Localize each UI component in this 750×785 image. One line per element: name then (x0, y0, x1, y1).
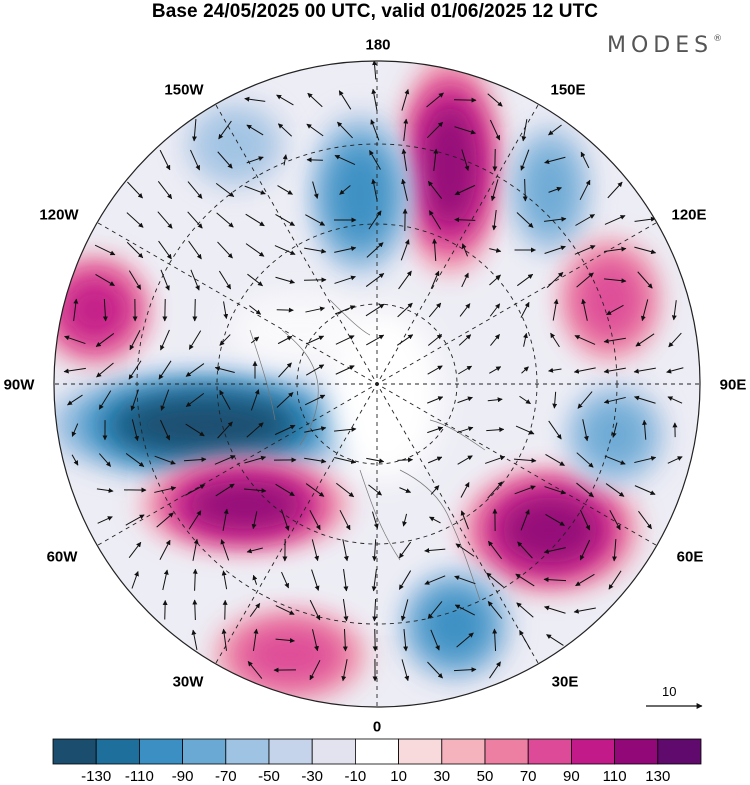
lon-label-60e: 60E (677, 549, 704, 566)
anomaly-positive-10 (213, 611, 367, 699)
anomaly-negative-11 (186, 103, 285, 187)
colorbar-swatch-10 (485, 739, 528, 764)
colorbar-label: -130 (81, 768, 111, 785)
colorbar-swatch-7 (355, 739, 398, 764)
colorbar-label: 110 (603, 768, 627, 785)
lon-label-120w: 120W (39, 207, 78, 224)
colorbar-swatch-14 (658, 739, 701, 764)
colorbar-label: 130 (645, 768, 670, 785)
lon-label-150e: 150E (550, 82, 585, 99)
lon-label-30w: 30W (173, 674, 204, 691)
colorbar-swatch-2 (139, 739, 182, 764)
lon-label-150w: 150W (164, 82, 203, 99)
wind-vector (165, 600, 166, 619)
anomaly-negative-0 (40, 372, 370, 478)
colorbar-label: 10 (390, 768, 407, 785)
lon-label-0: 0 (373, 719, 381, 736)
colorbar-label: -30 (301, 768, 323, 785)
colorbar-label: -110 (125, 768, 154, 785)
lon-label-60w: 60W (47, 549, 78, 566)
anomaly-positive-1 (141, 461, 350, 549)
lon-label-90e: 90E (720, 377, 747, 394)
colorbar-label: -50 (258, 768, 280, 785)
colorbar-swatch-8 (399, 739, 442, 764)
wind-vector (277, 310, 294, 311)
wind-vector (307, 160, 323, 161)
colorbar-label: -90 (172, 768, 194, 785)
lon-label-30e: 30E (552, 674, 579, 691)
wind-vector (397, 460, 412, 461)
anomaly-positive-3 (401, 55, 500, 275)
colorbar-swatch-0 (53, 739, 96, 764)
wind-vector (195, 299, 196, 321)
anomaly-positive-8 (561, 240, 660, 361)
lon-label-180: 180 (365, 37, 390, 54)
lon-label-90w: 90W (4, 377, 35, 394)
colorbar-label: 70 (520, 768, 537, 785)
colorbar-label: -10 (345, 768, 367, 785)
colorbar-label: 30 (433, 768, 450, 785)
colorbar-swatch-5 (269, 739, 312, 764)
colorbar-swatch-3 (183, 739, 226, 764)
colorbar-label: -70 (215, 768, 237, 785)
colorbar-swatch-11 (528, 739, 571, 764)
graticule (47, 54, 707, 714)
colorbar-label: 90 (563, 768, 580, 785)
colorbar-swatch-4 (226, 739, 269, 764)
colorbar-swatch-1 (96, 739, 139, 764)
colorbar-swatch-6 (312, 739, 355, 764)
colorbar-swatch-12 (571, 739, 614, 764)
map-disk (40, 50, 720, 730)
colorbar-label: 50 (477, 768, 494, 785)
lon-label-120e: 120E (671, 207, 706, 224)
reference-vector-label: 10 (662, 684, 676, 699)
anomaly-negative-4 (311, 113, 410, 278)
colorbar-swatch-9 (442, 739, 485, 764)
neutral-patch (230, 295, 370, 365)
anomaly-negative-6 (512, 124, 589, 256)
colorbar (53, 739, 701, 764)
colorbar-swatch-13 (615, 739, 658, 764)
